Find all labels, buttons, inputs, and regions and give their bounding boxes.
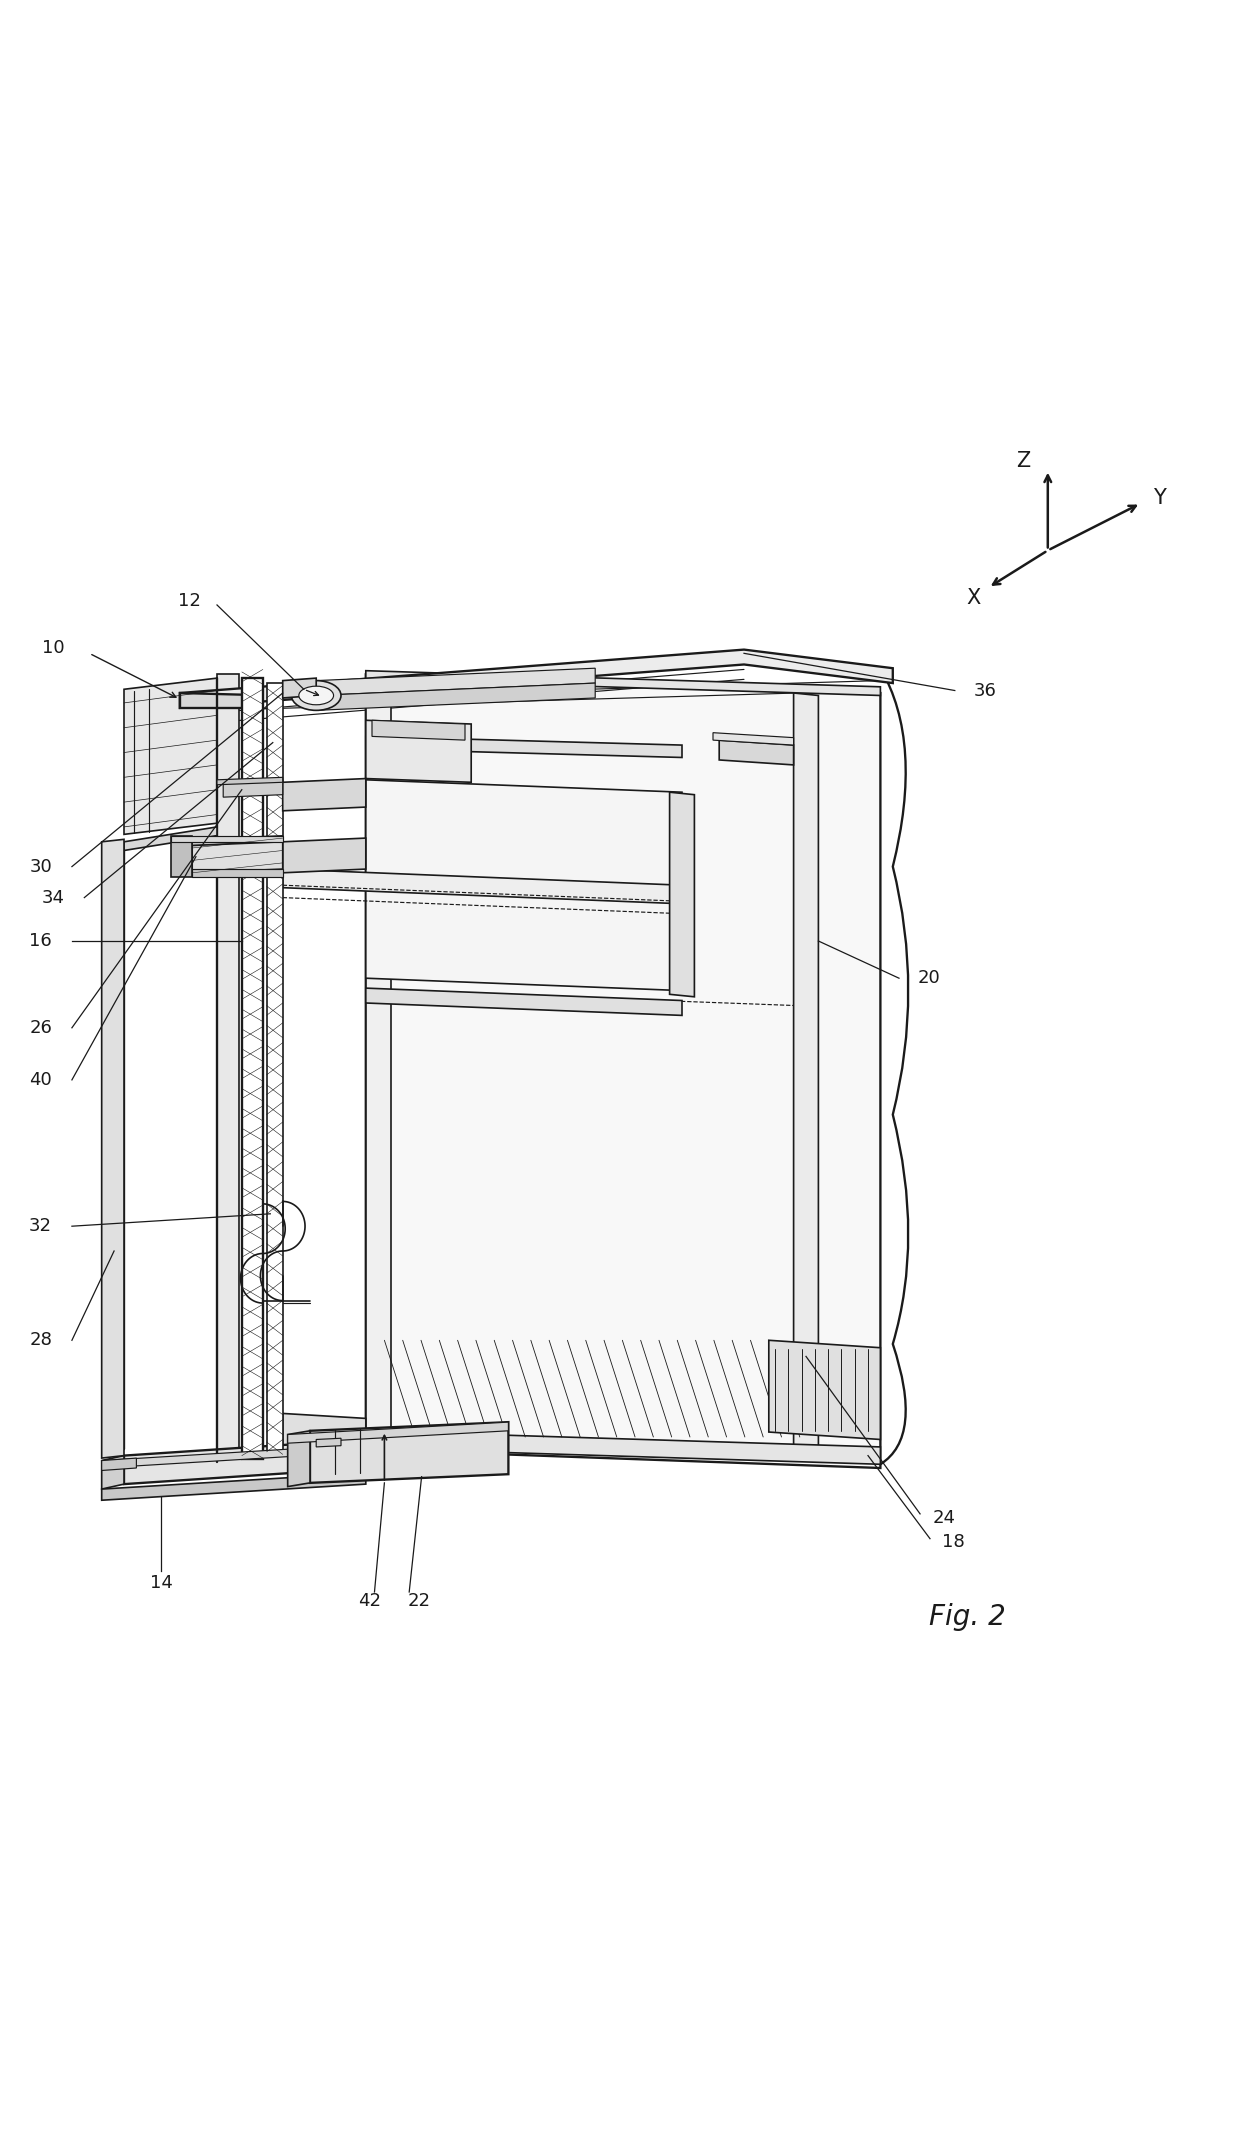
Text: 40: 40 <box>30 1071 52 1088</box>
Polygon shape <box>366 780 682 990</box>
Text: 22: 22 <box>408 1591 430 1610</box>
Text: 42: 42 <box>358 1591 381 1610</box>
Polygon shape <box>719 739 794 765</box>
Polygon shape <box>316 1438 341 1446</box>
Ellipse shape <box>299 686 334 705</box>
Polygon shape <box>372 720 465 739</box>
Polygon shape <box>171 835 283 841</box>
Polygon shape <box>366 1431 880 1463</box>
Text: 36: 36 <box>973 682 996 699</box>
Polygon shape <box>769 1340 880 1440</box>
Polygon shape <box>713 733 794 745</box>
Polygon shape <box>171 835 192 878</box>
Text: X: X <box>966 588 981 607</box>
Text: 34: 34 <box>41 888 64 907</box>
Polygon shape <box>102 1459 136 1470</box>
Polygon shape <box>366 737 682 758</box>
Polygon shape <box>316 669 595 697</box>
Polygon shape <box>192 835 283 846</box>
Polygon shape <box>283 677 316 699</box>
Polygon shape <box>124 826 217 850</box>
Text: 10: 10 <box>42 639 64 658</box>
Polygon shape <box>288 1431 310 1487</box>
Polygon shape <box>102 1444 366 1468</box>
Polygon shape <box>283 1414 366 1453</box>
Text: 18: 18 <box>942 1534 965 1551</box>
Text: Z: Z <box>1016 452 1030 471</box>
Polygon shape <box>283 837 366 873</box>
Polygon shape <box>192 869 283 878</box>
Ellipse shape <box>291 682 341 711</box>
Polygon shape <box>366 988 682 1016</box>
Text: 16: 16 <box>30 933 52 950</box>
Polygon shape <box>102 1474 366 1500</box>
Polygon shape <box>794 692 818 1455</box>
Polygon shape <box>670 792 694 997</box>
Polygon shape <box>242 677 263 1459</box>
Text: 32: 32 <box>29 1216 52 1235</box>
Polygon shape <box>217 777 283 784</box>
Text: 28: 28 <box>30 1331 52 1348</box>
Polygon shape <box>180 650 893 707</box>
Polygon shape <box>366 720 471 782</box>
Polygon shape <box>217 675 239 1463</box>
Polygon shape <box>316 684 595 711</box>
Polygon shape <box>180 692 254 707</box>
Polygon shape <box>283 780 366 812</box>
Text: Y: Y <box>1153 488 1166 509</box>
Polygon shape <box>102 839 124 1459</box>
Polygon shape <box>102 1455 124 1489</box>
Text: 20: 20 <box>918 969 940 986</box>
Polygon shape <box>366 671 880 697</box>
Polygon shape <box>223 780 283 797</box>
Polygon shape <box>366 684 391 1461</box>
Polygon shape <box>124 1440 366 1485</box>
Text: 26: 26 <box>30 1018 52 1037</box>
Text: 14: 14 <box>150 1574 172 1593</box>
Text: 12: 12 <box>179 592 201 609</box>
Text: 30: 30 <box>30 858 52 875</box>
Polygon shape <box>310 1423 508 1482</box>
Polygon shape <box>124 677 217 835</box>
Text: 24: 24 <box>932 1508 956 1527</box>
Text: Fig. 2: Fig. 2 <box>929 1602 1006 1632</box>
Polygon shape <box>267 684 283 1455</box>
Polygon shape <box>288 1423 508 1444</box>
Polygon shape <box>192 841 283 873</box>
Polygon shape <box>366 675 880 1468</box>
Polygon shape <box>283 869 682 903</box>
